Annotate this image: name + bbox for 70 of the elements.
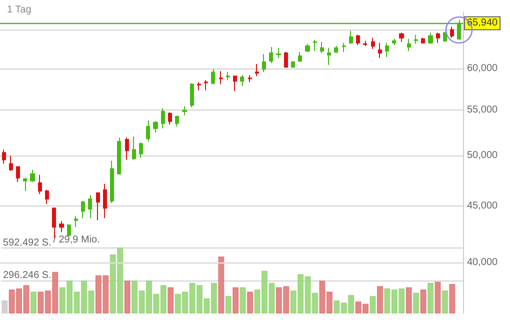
candlestick <box>298 52 302 63</box>
candlestick <box>255 64 259 77</box>
candlestick <box>378 42 382 58</box>
candlestick <box>305 43 310 53</box>
candlestick <box>421 37 425 44</box>
candlestick <box>211 68 215 85</box>
y-tick-label: 296.246 S. <box>3 270 52 281</box>
candlestick <box>349 30 353 44</box>
candlestick <box>30 169 35 182</box>
candlestick <box>436 32 440 44</box>
candlestick <box>45 189 49 205</box>
candlestick <box>320 41 324 54</box>
candlestick <box>226 72 230 81</box>
candlestick <box>88 194 92 219</box>
candlestick <box>385 42 389 58</box>
y-tick-label: 50,000 <box>467 150 498 162</box>
candlestick <box>74 216 78 228</box>
candlestick <box>204 80 208 91</box>
candlestick <box>233 76 237 92</box>
y-tick-label: 55,000 <box>467 104 498 116</box>
candlestick <box>161 108 165 129</box>
y-tick-label: 45,000 <box>467 200 498 212</box>
candlestick <box>284 52 288 68</box>
candlestick <box>153 120 158 134</box>
candlestick <box>248 74 252 83</box>
chart-title: 1 Tag <box>7 4 32 16</box>
y-tick-label: 592.492 S. <box>3 238 52 248</box>
candlestick <box>356 34 360 46</box>
candlestick <box>407 38 411 52</box>
candlestick <box>110 160 114 204</box>
candlestick <box>2 149 6 164</box>
candlestick <box>132 136 136 160</box>
candlestick <box>392 38 396 46</box>
candlestick <box>327 47 331 66</box>
candlestick <box>23 177 27 192</box>
candlestick <box>9 155 13 172</box>
candlestick <box>428 32 433 44</box>
candlestick <box>269 46 273 64</box>
candlestick <box>96 192 100 221</box>
candlestick <box>182 106 187 116</box>
candlestick <box>67 224 71 237</box>
candlestick <box>38 174 42 194</box>
candlestick <box>81 200 85 219</box>
candlestick <box>59 220 64 233</box>
candlestick <box>219 70 223 85</box>
y-tick-label: 60,000 <box>467 62 498 74</box>
candlestick <box>262 54 266 73</box>
candlestick <box>443 31 447 42</box>
candlestick <box>190 82 194 108</box>
candlestick <box>334 45 338 54</box>
candlestick <box>363 40 367 46</box>
candlestick <box>117 137 121 174</box>
candlestick <box>276 47 281 58</box>
y-tick-label: 40,000 <box>467 257 498 268</box>
candlestick <box>313 39 317 52</box>
candlestick <box>125 137 129 160</box>
candlestick <box>371 37 375 50</box>
candlestick <box>197 82 201 91</box>
candlestick <box>291 60 295 68</box>
candlestick <box>168 112 172 125</box>
candlestick <box>240 74 244 87</box>
candlestick <box>342 42 346 53</box>
candlestick <box>103 183 107 219</box>
candlestick <box>16 166 20 182</box>
candlestick <box>139 142 143 158</box>
candlestick <box>414 34 418 44</box>
candlestick <box>399 32 404 42</box>
candlestick <box>450 26 454 38</box>
candlestick <box>146 120 150 142</box>
candlestick <box>175 116 179 127</box>
